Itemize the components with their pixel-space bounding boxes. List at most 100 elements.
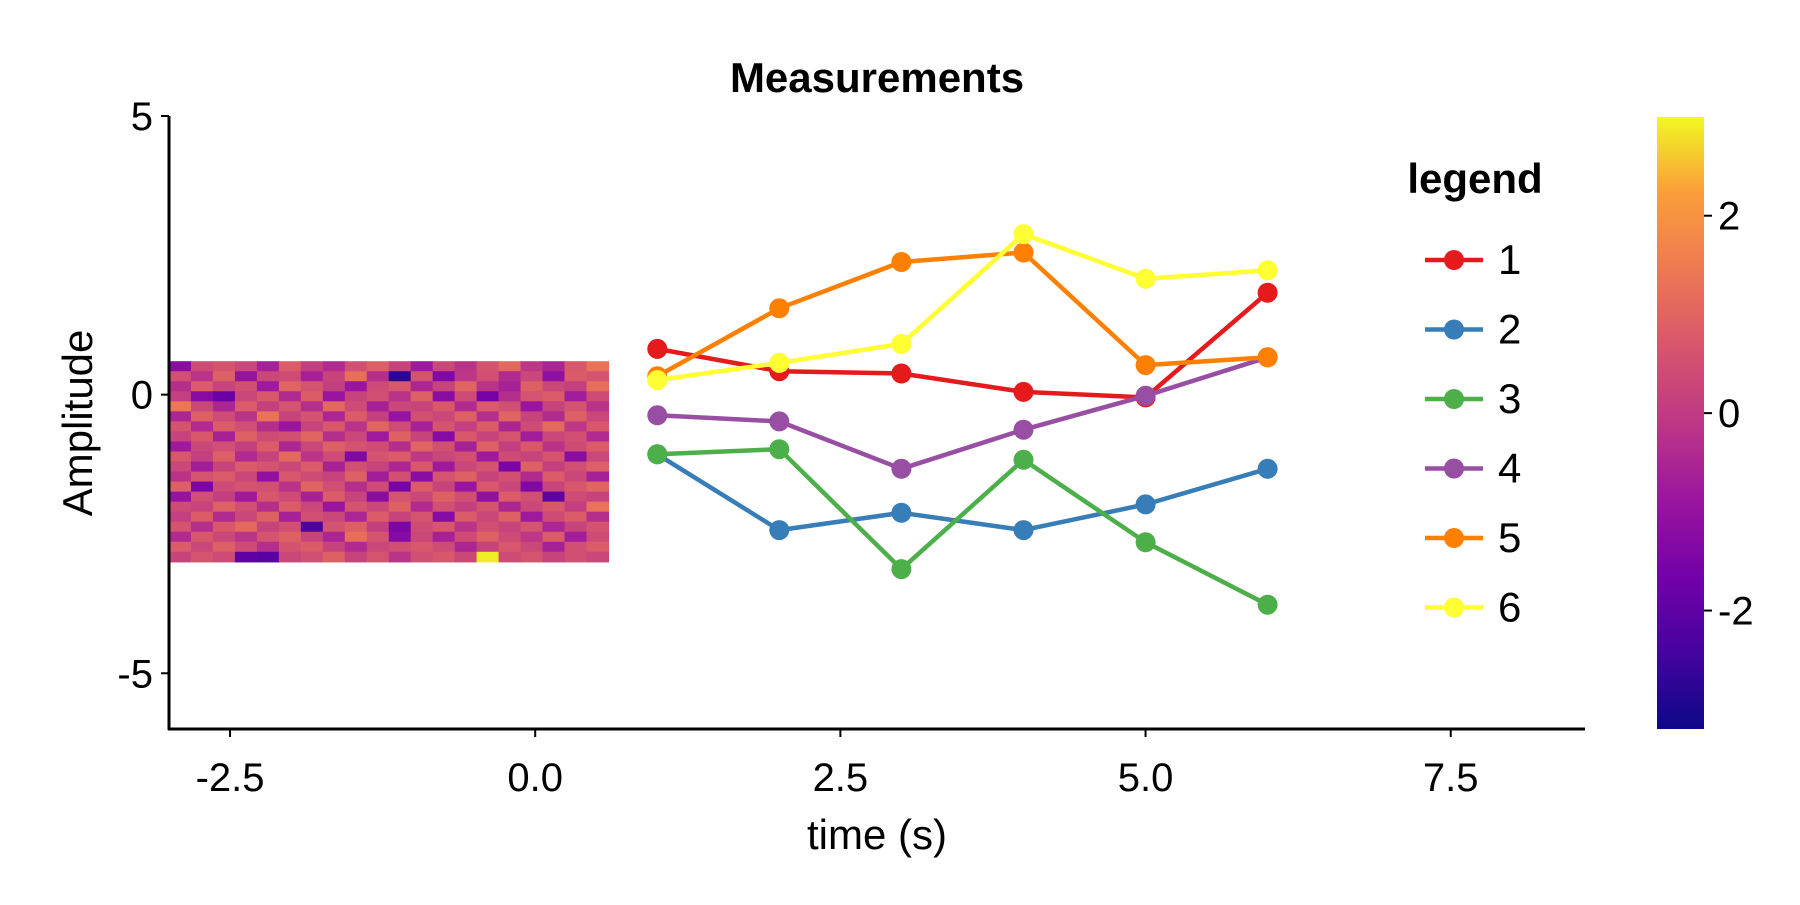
heatmap-cell <box>586 411 610 422</box>
data-point <box>1135 268 1156 289</box>
data-point <box>1013 242 1034 263</box>
heatmap-cell <box>169 541 192 553</box>
heatmap-cell <box>212 381 236 392</box>
heatmap-cell <box>542 421 566 433</box>
heatmap-cell <box>586 421 610 433</box>
heatmap-cell <box>300 441 324 453</box>
data-point <box>1013 520 1034 541</box>
colorbar-tick-label: 2 <box>1718 195 1740 239</box>
data-point <box>1135 494 1156 515</box>
heatmap-cell <box>388 511 412 523</box>
heatmap-cell <box>169 371 192 382</box>
heatmap-cell <box>322 501 346 513</box>
heatmap-cell <box>476 531 500 543</box>
heatmap-cell <box>388 361 412 372</box>
heatmap-cell <box>520 411 544 422</box>
heatmap-cell <box>278 491 302 503</box>
heatmap-cell <box>169 491 192 503</box>
legend-label: 5 <box>1498 514 1521 561</box>
heatmap-cell <box>520 481 544 493</box>
heatmap-cell <box>190 541 214 553</box>
heatmap-cell <box>564 471 588 483</box>
heatmap-cell <box>432 381 456 392</box>
heatmap-cell <box>256 521 280 533</box>
data-point <box>1013 449 1034 470</box>
x-tick-labels: -2.5 0.0 2.5 5.0 7.5 <box>196 729 1479 800</box>
heatmap-cell <box>300 471 324 483</box>
heatmap-cell <box>366 411 390 422</box>
heatmap-cell <box>344 521 368 533</box>
heatmap-cell <box>498 541 522 553</box>
heatmap-cell <box>388 521 412 533</box>
heatmap-cell <box>278 501 302 513</box>
heatmap-cell <box>344 401 368 412</box>
heatmap-cell <box>234 541 258 553</box>
data-point <box>1135 532 1156 553</box>
legend-label: 3 <box>1498 375 1521 422</box>
heatmap-cell <box>586 371 610 382</box>
series-line-5 <box>656 250 1268 379</box>
heatmap-cell <box>344 371 368 382</box>
legend: legend 1 2 3 4 5 6 <box>1407 155 1542 631</box>
heatmap-cell <box>322 481 346 493</box>
heatmap-cell <box>410 371 434 382</box>
heatmap-cell <box>586 471 610 483</box>
heatmap-cell <box>586 521 610 533</box>
heatmap-cell <box>542 511 566 523</box>
heatmap-cell <box>454 381 478 392</box>
heatmap-cell <box>454 421 478 433</box>
heatmap-cell <box>169 381 192 392</box>
heatmap-cell <box>256 531 280 543</box>
heatmap-cell <box>322 471 346 483</box>
heatmap-cell <box>366 391 390 402</box>
heatmap-cell <box>322 401 346 412</box>
heatmap-cell <box>169 401 192 412</box>
heatmap-cell <box>256 431 280 443</box>
heatmap-cell <box>169 361 192 372</box>
heatmap-cell <box>520 501 544 513</box>
heatmap-cell <box>190 441 214 453</box>
heatmap-cell <box>586 361 610 372</box>
heatmap-cell <box>432 501 456 513</box>
heatmap-cell <box>322 381 346 392</box>
heatmap-cell <box>432 531 456 543</box>
heatmap-cell <box>234 361 258 372</box>
heatmap-cell <box>256 411 280 422</box>
heatmap-cell <box>234 471 258 483</box>
heatmap-cell <box>586 391 610 402</box>
heatmap-cell <box>432 371 456 382</box>
x-tick-label: 2.5 <box>813 756 869 800</box>
heatmap-cell <box>169 431 192 443</box>
heatmap-cell <box>542 461 566 473</box>
heatmap-cell <box>542 391 566 402</box>
heatmap-cell <box>586 501 610 513</box>
heatmap-cell <box>410 441 434 453</box>
heatmap-cell <box>476 361 500 372</box>
data-point <box>1257 594 1278 615</box>
heatmap-cell <box>322 371 346 382</box>
heatmap-cell <box>278 371 302 382</box>
heatmap-cell <box>432 511 456 523</box>
data-point <box>769 411 790 432</box>
heatmap-cell <box>300 551 324 563</box>
data-point <box>891 333 912 354</box>
heatmap-cell <box>234 491 258 503</box>
heatmap-cell <box>388 431 412 443</box>
data-point <box>1013 419 1034 440</box>
heatmap-cell <box>344 541 368 553</box>
heatmap-cell <box>498 471 522 483</box>
heatmap-cell <box>169 521 192 533</box>
heatmap-cell <box>212 361 236 372</box>
heatmap-cell <box>234 451 258 463</box>
heatmap-cell <box>542 431 566 443</box>
heatmap-cell <box>278 391 302 402</box>
heatmap-cell <box>454 541 478 553</box>
heatmap-cell <box>366 421 390 433</box>
heatmap-cell <box>542 481 566 493</box>
heatmap-cell <box>520 381 544 392</box>
heatmap-cell <box>322 461 346 473</box>
heatmap-cell <box>169 551 192 563</box>
heatmap-cell <box>498 511 522 523</box>
heatmap-cell <box>586 531 610 543</box>
heatmap-cell <box>476 371 500 382</box>
